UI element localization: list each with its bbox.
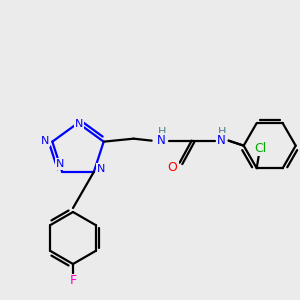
Text: H: H	[158, 127, 166, 137]
Text: Cl: Cl	[255, 142, 267, 155]
Text: H: H	[218, 127, 226, 137]
Text: O: O	[168, 161, 178, 174]
Text: N: N	[56, 159, 64, 169]
Text: N: N	[217, 134, 226, 147]
Text: N: N	[75, 119, 83, 129]
Text: N: N	[97, 164, 105, 174]
Text: N: N	[41, 136, 50, 146]
Text: F: F	[69, 274, 76, 287]
Text: N: N	[157, 134, 166, 147]
